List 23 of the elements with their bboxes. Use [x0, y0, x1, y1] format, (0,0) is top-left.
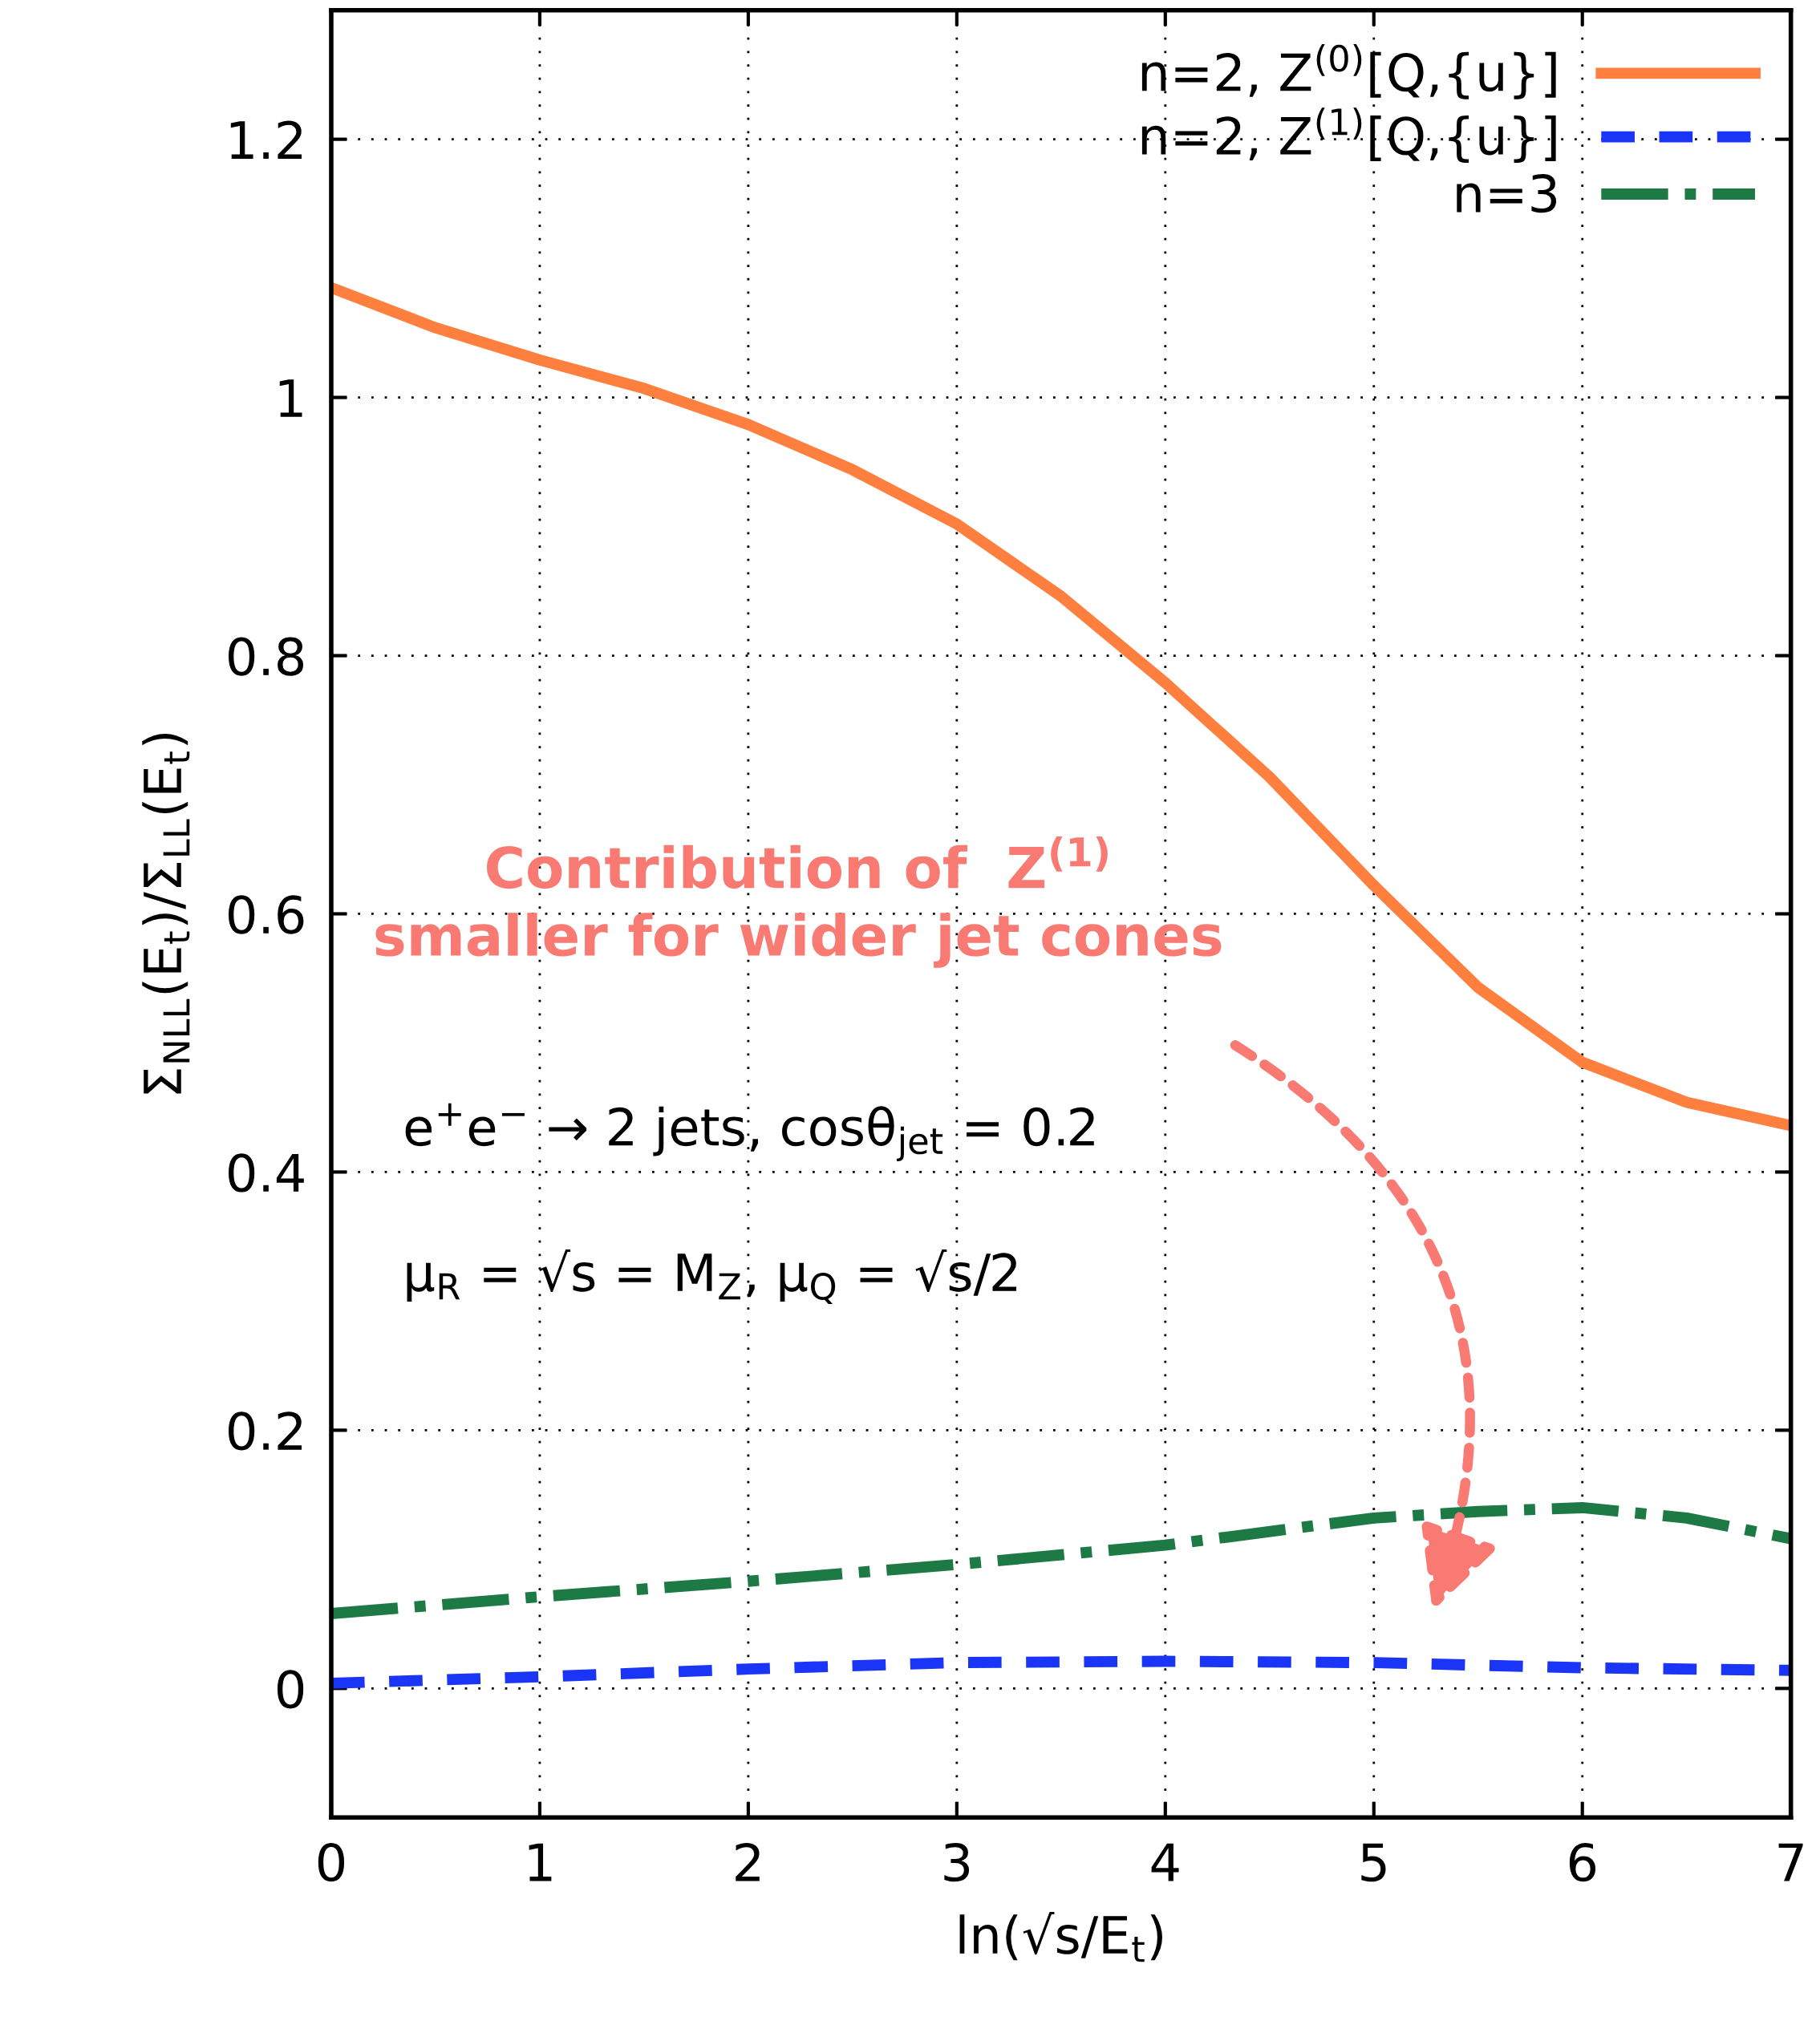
text: Σ$_{NLL}$(E$_{t}$)/Σ$_{LL}$(E$_{t}$) — [142, 733, 190, 1094]
annotation: μ$_{R}$ = √s = M$_{Z}$, μ$_{Q}$ = √s/2 — [407, 1249, 1017, 1305]
legend-label: n=2, Z$^{(1)}$[Q,{u}] — [1141, 107, 1556, 164]
x-tick-label: 4 — [1151, 1843, 1179, 1881]
y-tick-label: 1.2 — [230, 120, 302, 159]
annotation: e$^{+}$e$^{−}$ → 2 jets, cosθ$_{jet}$ = 0.2 — [405, 1103, 1094, 1162]
x-axis-title: ln(√s/E$_{t}$) — [959, 1912, 1162, 1962]
x-tick-label: 5 — [1361, 1843, 1386, 1882]
x-tick-label: 1 — [529, 1843, 552, 1881]
y-tick-label: 1 — [279, 379, 302, 417]
annotation: Contribution of Z$^{(1)}$ smaller for wider jet cones — [375, 836, 1222, 968]
x-tick-label: 6 — [1569, 1842, 1596, 1882]
y-tick-label: 0.4 — [229, 1153, 304, 1193]
y-tick-label: 0.6 — [229, 895, 304, 934]
y-tick-label: 0.8 — [229, 637, 304, 676]
x-tick-label: 2 — [736, 1842, 760, 1881]
x-tick-label: 0 — [318, 1842, 345, 1882]
legend-label: n=2, Z$^{(0)}$[Q,{u}] — [1141, 43, 1556, 99]
y-tick-label: 0.2 — [229, 1411, 302, 1451]
x-tick-label: 3 — [944, 1842, 970, 1882]
y-tick-label: 0 — [277, 1670, 304, 1709]
x-tick-label: 7 — [1778, 1843, 1803, 1881]
legend-label: n=3 — [1457, 173, 1557, 213]
